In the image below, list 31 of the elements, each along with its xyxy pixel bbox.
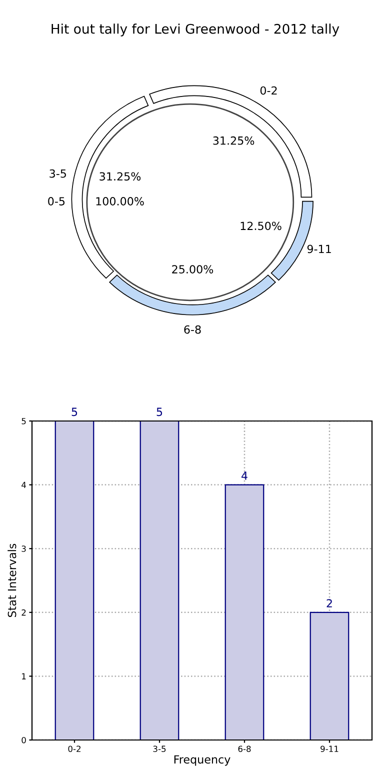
y-tick-label: 5 [22, 418, 26, 424]
x-axis-title: Frequency [174, 755, 230, 766]
data-label: 100.00% [96, 197, 144, 206]
data-label: 31.25% [213, 136, 254, 145]
x-tick-label: 6-8 [238, 746, 251, 752]
y-tick-label: 4 [22, 482, 26, 488]
y-tick-label: 0 [22, 736, 26, 744]
y-axis-title: Stat Intervals [8, 544, 16, 617]
data-label: 25.00% [172, 265, 214, 274]
data-label: 12.50% [240, 222, 282, 230]
data-label: 31.25% [100, 172, 141, 181]
y-tick-label: 2 [22, 609, 26, 616]
bar [54, 421, 94, 740]
x-tick-label: 9-11 [320, 746, 338, 752]
slice-label: 0-5 [48, 197, 65, 206]
slice-label: 0-2 [260, 86, 277, 95]
data-label: 4 [242, 472, 248, 480]
data-label: 5 [156, 408, 162, 416]
slice-label: 6-8 [184, 325, 201, 334]
data-label: 5 [72, 408, 78, 416]
x-tick-label: 0-2 [68, 746, 80, 752]
y-tick-label: 3 [22, 546, 26, 552]
data-label: 2 [326, 599, 332, 608]
chart-title: Hit out tally for Levi Greenwood - 2012 tally [52, 24, 340, 36]
bar [140, 421, 180, 740]
x-tick-label: 3-5 [153, 746, 166, 752]
bar [310, 612, 350, 740]
slice-label: 9-11 [307, 244, 331, 254]
bar [224, 484, 264, 740]
y-tick-label: 1 [22, 673, 26, 680]
slice-label: 3-5 [50, 169, 66, 178]
